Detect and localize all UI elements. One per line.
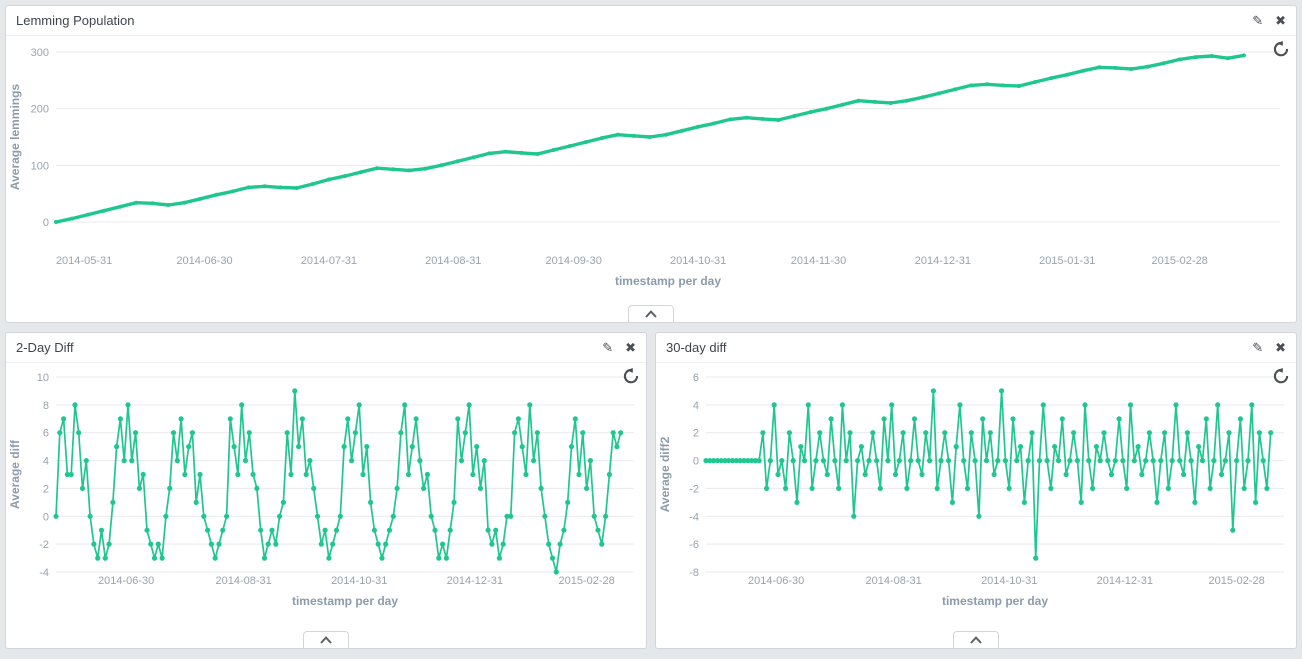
panel-title: Lemming Population xyxy=(16,13,135,28)
svg-text:2014-05-31: 2014-05-31 xyxy=(56,255,112,267)
svg-text:10: 10 xyxy=(37,372,49,384)
reset-zoom-icon[interactable] xyxy=(623,368,639,384)
svg-text:2014-12-31: 2014-12-31 xyxy=(447,575,503,587)
svg-text:2015-02-28: 2015-02-28 xyxy=(1208,575,1264,587)
chevron-up-icon xyxy=(970,636,982,644)
panel-two-day-diff: 2-Day Diff ✎ ✖ -4 -2 0 2 4 6 8 10 2014-06-30 2014… xyxy=(5,332,647,649)
svg-text:2: 2 xyxy=(43,483,49,495)
svg-text:2: 2 xyxy=(693,428,699,440)
svg-text:2014-07-31: 2014-07-31 xyxy=(301,255,357,267)
svg-text:0: 0 xyxy=(693,456,699,468)
svg-text:2014-06-30: 2014-06-30 xyxy=(98,575,154,587)
panel-header: 30-day diff ✎ ✖ xyxy=(656,333,1296,363)
svg-text:Average diff: Average diff xyxy=(8,439,22,509)
svg-text:6: 6 xyxy=(43,428,49,440)
panel-title: 2-Day Diff xyxy=(16,340,74,355)
svg-text:2014-10-31: 2014-10-31 xyxy=(670,255,726,267)
svg-text:2015-01-31: 2015-01-31 xyxy=(1039,255,1095,267)
population-chart: 0 100 200 300 2014-05-31 2014-06-30 2014-07-31… xyxy=(6,36,1296,322)
svg-text:2014-11-30: 2014-11-30 xyxy=(791,255,846,267)
svg-text:2014-08-31: 2014-08-31 xyxy=(425,255,481,267)
svg-text:2014-10-31: 2014-10-31 xyxy=(981,575,1037,587)
edit-icon[interactable]: ✎ xyxy=(602,340,614,355)
svg-text:2014-08-31: 2014-08-31 xyxy=(865,575,921,587)
svg-text:Average lemmings: Average lemmings xyxy=(8,84,22,191)
svg-text:-8: -8 xyxy=(689,567,699,579)
svg-text:Average diff2: Average diff2 xyxy=(658,436,672,512)
svg-text:200: 200 xyxy=(31,104,49,116)
collapse-button[interactable] xyxy=(303,631,349,648)
edit-icon[interactable]: ✎ xyxy=(1252,13,1264,28)
svg-text:2015-02-28: 2015-02-28 xyxy=(1152,255,1208,267)
svg-text:6: 6 xyxy=(693,372,699,384)
svg-text:0: 0 xyxy=(43,217,49,229)
svg-text:timestamp per day: timestamp per day xyxy=(942,594,1048,608)
svg-text:-4: -4 xyxy=(689,511,699,523)
svg-text:8: 8 xyxy=(43,400,49,412)
svg-text:4: 4 xyxy=(693,400,699,412)
svg-text:2014-12-31: 2014-12-31 xyxy=(1097,575,1153,587)
svg-text:-2: -2 xyxy=(689,483,699,495)
reset-zoom-icon[interactable] xyxy=(1273,41,1289,57)
reset-zoom-icon[interactable] xyxy=(1273,368,1289,384)
chevron-up-icon xyxy=(645,310,657,318)
svg-text:2014-09-30: 2014-09-30 xyxy=(546,255,602,267)
svg-text:timestamp per day: timestamp per day xyxy=(615,274,721,288)
svg-text:100: 100 xyxy=(31,160,49,172)
collapse-button[interactable] xyxy=(628,305,674,322)
svg-text:300: 300 xyxy=(31,47,49,59)
two-day-diff-chart: -4 -2 0 2 4 6 8 10 2014-06-30 2014-08-31 2014-10-3… xyxy=(6,363,646,648)
edit-icon[interactable]: ✎ xyxy=(1252,340,1264,355)
svg-text:2015-02-28: 2015-02-28 xyxy=(558,575,614,587)
svg-text:-4: -4 xyxy=(39,567,49,579)
panel-title: 30-day diff xyxy=(666,340,727,355)
panel-header: 2-Day Diff ✎ ✖ xyxy=(6,333,646,363)
collapse-button[interactable] xyxy=(953,631,999,648)
close-icon[interactable]: ✖ xyxy=(1275,340,1286,355)
svg-text:2014-06-30: 2014-06-30 xyxy=(748,575,804,587)
panel-lemming-population: Lemming Population ✎ ✖ 0 100 200 300 2014-05… xyxy=(5,5,1297,323)
panel-header: Lemming Population ✎ ✖ xyxy=(6,6,1296,36)
svg-text:0: 0 xyxy=(43,511,49,523)
svg-text:timestamp per day: timestamp per day xyxy=(292,594,398,608)
svg-text:2014-08-31: 2014-08-31 xyxy=(215,575,271,587)
svg-text:-2: -2 xyxy=(39,539,49,551)
close-icon[interactable]: ✖ xyxy=(1275,13,1286,28)
svg-text:4: 4 xyxy=(43,456,49,468)
svg-text:2014-06-30: 2014-06-30 xyxy=(176,255,232,267)
close-icon[interactable]: ✖ xyxy=(625,340,636,355)
thirty-day-diff-chart: -8 -6 -4 -2 0 2 4 6 2014-06-30 2014-08-31 2014-10-… xyxy=(656,363,1296,648)
svg-text:2014-10-31: 2014-10-31 xyxy=(331,575,387,587)
panel-thirty-day-diff: 30-day diff ✎ ✖ -8 -6 -4 -2 0 2 4 6 2014-06-30 20… xyxy=(655,332,1297,649)
chevron-up-icon xyxy=(320,636,332,644)
svg-text:2014-12-31: 2014-12-31 xyxy=(915,255,971,267)
svg-text:-6: -6 xyxy=(689,539,699,551)
